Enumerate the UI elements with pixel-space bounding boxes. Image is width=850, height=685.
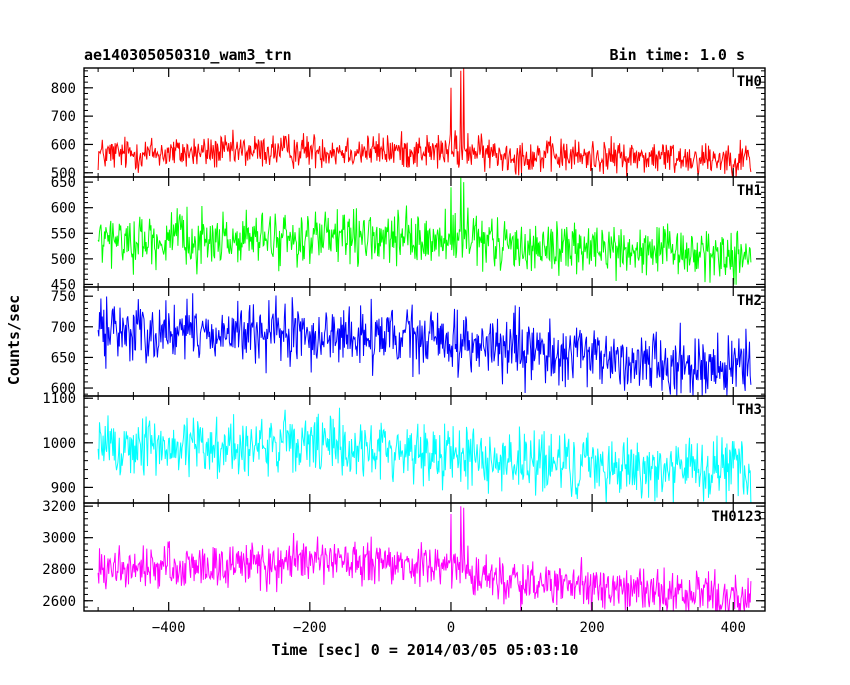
y-tick-label: 600 (51, 201, 76, 217)
panel-frame-th2 (83, 286, 766, 397)
y-tick-label: 550 (51, 226, 76, 242)
y-tick-label: 800 (51, 81, 76, 97)
y-axis-label: Counts/sec (5, 295, 23, 385)
y-tick-label: 650 (51, 175, 76, 191)
x-tick-label: −200 (293, 620, 327, 636)
y-tick-label: 3200 (42, 499, 76, 515)
y-tick-label: 2600 (42, 594, 76, 610)
y-tick-label: 450 (51, 277, 76, 293)
y-tick-label: 600 (51, 381, 76, 397)
y-tick-label: 650 (51, 350, 76, 366)
x-axis-label: Time [sec] 0 = 2014/03/05 05:03:10 (271, 641, 578, 659)
panel-label-th0123: TH0123 (711, 509, 762, 525)
y-tick-label: 600 (51, 137, 76, 153)
series-line-th0 (97, 67, 752, 178)
y-tick-label: 750 (51, 289, 76, 305)
panel-label-th0: TH0 (737, 74, 762, 90)
series-line-th2 (97, 293, 752, 397)
y-tick-label: 500 (51, 166, 76, 182)
y-tick-label: 500 (51, 252, 76, 268)
series-line-th1 (97, 176, 752, 285)
y-tick-label: 1000 (42, 436, 76, 452)
y-tick-label: 3000 (42, 531, 76, 547)
y-tick-label: 1100 (42, 391, 76, 407)
y-tick-label: 900 (51, 480, 76, 496)
x-tick-label: 200 (579, 620, 604, 636)
x-tick-label: 0 (447, 620, 455, 636)
chart-title-left: ae140305050310_wam3_trn (84, 46, 292, 64)
panel-label-th1: TH1 (737, 183, 762, 199)
chart-title-right: Bin time: 1.0 s (610, 46, 745, 64)
panel-label-th2: TH2 (737, 293, 762, 309)
series-line-th0123 (97, 506, 752, 612)
x-tick-label: 400 (721, 620, 746, 636)
panel-label-th3: TH3 (737, 402, 762, 418)
series-line-th3 (97, 407, 752, 504)
x-tick-label: −400 (152, 620, 186, 636)
y-tick-label: 2800 (42, 562, 76, 578)
y-tick-label: 700 (51, 109, 76, 125)
y-tick-label: 700 (51, 320, 76, 336)
